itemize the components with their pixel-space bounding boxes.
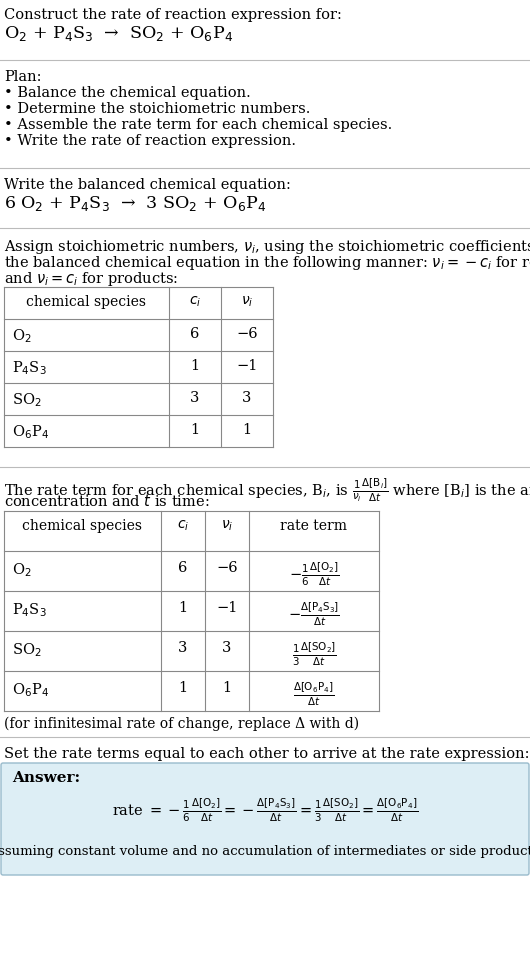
Text: 6 O$_2$ + P$_4$S$_3$  →  3 SO$_2$ + O$_6$P$_4$: 6 O$_2$ + P$_4$S$_3$ → 3 SO$_2$ + O$_6$P…: [4, 194, 266, 213]
Text: the balanced chemical equation in the following manner: $\nu_i = -c_i$ for react: the balanced chemical equation in the fo…: [4, 254, 530, 272]
Text: P$_4$S$_3$: P$_4$S$_3$: [12, 359, 47, 376]
Text: $c_i$: $c_i$: [189, 295, 201, 310]
Text: O$_2$: O$_2$: [12, 561, 32, 579]
Text: Set the rate terms equal to each other to arrive at the rate expression:: Set the rate terms equal to each other t…: [4, 747, 529, 761]
Text: • Balance the chemical equation.: • Balance the chemical equation.: [4, 86, 251, 100]
Text: Answer:: Answer:: [12, 771, 80, 785]
Text: 1: 1: [242, 423, 252, 437]
Text: 1: 1: [179, 601, 188, 615]
Text: SO$_2$: SO$_2$: [12, 641, 41, 659]
Text: −6: −6: [236, 327, 258, 341]
Text: 1: 1: [190, 359, 200, 373]
Text: chemical species: chemical species: [26, 295, 146, 309]
Text: $\nu_i$: $\nu_i$: [221, 519, 233, 533]
Text: Construct the rate of reaction expression for:: Construct the rate of reaction expressio…: [4, 8, 342, 22]
Text: Assign stoichiometric numbers, $\nu_i$, using the stoichiometric coefficients, $: Assign stoichiometric numbers, $\nu_i$, …: [4, 238, 530, 256]
Text: $\nu_i$: $\nu_i$: [241, 295, 253, 310]
Text: $\frac{1}{3}\frac{\Delta[\mathrm{SO_2}]}{\Delta t}$: $\frac{1}{3}\frac{\Delta[\mathrm{SO_2}]}…: [292, 641, 337, 668]
Text: concentration and $t$ is time:: concentration and $t$ is time:: [4, 493, 209, 509]
Text: $\frac{\Delta[\mathrm{O_6P_4}]}{\Delta t}$: $\frac{\Delta[\mathrm{O_6P_4}]}{\Delta t…: [294, 681, 334, 709]
Text: O$_2$ + P$_4$S$_3$  →  SO$_2$ + O$_6$P$_4$: O$_2$ + P$_4$S$_3$ → SO$_2$ + O$_6$P$_4$: [4, 24, 233, 43]
Text: O$_6$P$_4$: O$_6$P$_4$: [12, 681, 49, 699]
Text: 3: 3: [190, 391, 200, 405]
Text: Plan:: Plan:: [4, 70, 41, 84]
Text: 3: 3: [242, 391, 252, 405]
Text: 1: 1: [179, 681, 188, 695]
Text: −1: −1: [236, 359, 258, 373]
Text: rate term: rate term: [280, 519, 348, 533]
Text: 6: 6: [190, 327, 200, 341]
Text: and $\nu_i = c_i$ for products:: and $\nu_i = c_i$ for products:: [4, 270, 178, 288]
Text: $c_i$: $c_i$: [177, 519, 189, 533]
Text: 3: 3: [178, 641, 188, 655]
Text: 1: 1: [190, 423, 200, 437]
Text: 3: 3: [222, 641, 232, 655]
Text: (assuming constant volume and no accumulation of intermediates or side products): (assuming constant volume and no accumul…: [0, 845, 530, 858]
Text: • Assemble the rate term for each chemical species.: • Assemble the rate term for each chemic…: [4, 118, 392, 132]
Text: $-\frac{\Delta[\mathrm{P_4S_3}]}{\Delta t}$: $-\frac{\Delta[\mathrm{P_4S_3}]}{\Delta …: [288, 601, 340, 628]
Text: $-\frac{1}{6}\frac{\Delta[\mathrm{O_2}]}{\Delta t}$: $-\frac{1}{6}\frac{\Delta[\mathrm{O_2}]}…: [289, 561, 339, 588]
Text: The rate term for each chemical species, B$_i$, is $\frac{1}{\nu_i}\frac{\Delta[: The rate term for each chemical species,…: [4, 477, 530, 505]
Text: • Write the rate of reaction expression.: • Write the rate of reaction expression.: [4, 134, 296, 148]
Text: O$_6$P$_4$: O$_6$P$_4$: [12, 423, 49, 441]
Text: P$_4$S$_3$: P$_4$S$_3$: [12, 601, 47, 618]
FancyBboxPatch shape: [1, 763, 529, 875]
Text: O$_2$: O$_2$: [12, 327, 32, 345]
Text: chemical species: chemical species: [22, 519, 143, 533]
Text: −1: −1: [216, 601, 237, 615]
Text: rate $= -\frac{1}{6}\frac{\Delta[\mathrm{O_2}]}{\Delta t} = -\frac{\Delta[\mathr: rate $= -\frac{1}{6}\frac{\Delta[\mathrm…: [112, 797, 418, 824]
Text: 6: 6: [178, 561, 188, 575]
Text: 1: 1: [223, 681, 232, 695]
Text: −6: −6: [216, 561, 238, 575]
Text: Write the balanced chemical equation:: Write the balanced chemical equation:: [4, 178, 291, 192]
Text: (for infinitesimal rate of change, replace Δ with d): (for infinitesimal rate of change, repla…: [4, 717, 359, 731]
Text: SO$_2$: SO$_2$: [12, 391, 41, 409]
Text: • Determine the stoichiometric numbers.: • Determine the stoichiometric numbers.: [4, 102, 311, 116]
